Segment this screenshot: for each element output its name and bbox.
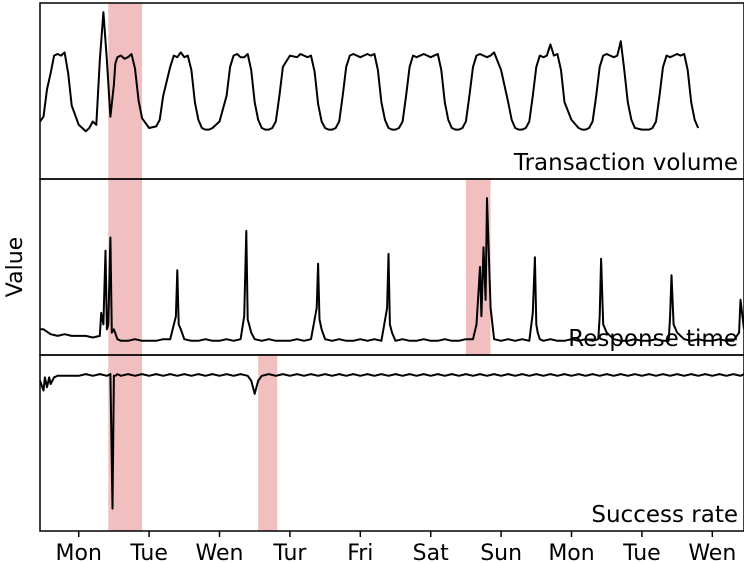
series-label-3: Success rate: [591, 502, 738, 528]
panel-frame-3: [39, 354, 744, 532]
y-axis-label: Value: [3, 237, 28, 297]
x-tick-label-2: Wen: [196, 541, 244, 563]
x-tick-label-1: Tue: [129, 541, 168, 563]
series-line-3: [39, 373, 744, 510]
series-label-2: Response time: [568, 326, 738, 352]
x-tick-label-0: Mon: [56, 541, 102, 563]
x-tick-label-6: Sun: [480, 541, 522, 563]
x-tick-label-9: Wen: [688, 541, 736, 563]
x-tick-label-3: Tur: [272, 541, 307, 563]
highlight-band-2-panel-2: [258, 355, 278, 531]
x-tick-label-5: Sat: [413, 541, 449, 563]
x-tick-label-8: Tue: [622, 541, 661, 563]
x-tick-label-7: Mon: [548, 541, 594, 563]
x-tick-label-4: Fri: [347, 541, 373, 563]
highlight-band-0-panel-1: [108, 179, 143, 355]
series-label-1: Transaction volume: [513, 150, 738, 176]
series-line-2: [40, 197, 744, 342]
series-line-1: [39, 11, 700, 133]
